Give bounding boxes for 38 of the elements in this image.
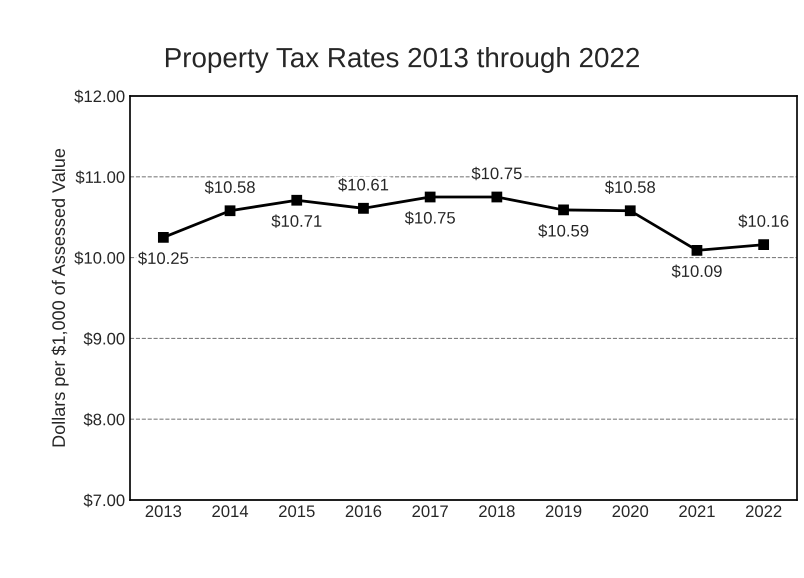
x-tick-label: 2022 bbox=[746, 505, 782, 518]
y-tick-label: $9.00 bbox=[84, 332, 124, 346]
data-label: $10.71 bbox=[271, 214, 322, 228]
point bbox=[692, 244, 702, 256]
data-label: $10.25 bbox=[138, 252, 188, 266]
data-label: $10.58 bbox=[604, 180, 656, 194]
data-label: $10.09 bbox=[672, 264, 722, 278]
point bbox=[158, 232, 169, 243]
y-tick-label: $12.00 bbox=[74, 90, 124, 104]
point bbox=[558, 204, 569, 216]
data-label: $10.16 bbox=[738, 214, 788, 228]
point bbox=[491, 192, 502, 202]
y-tick-label: $7.00 bbox=[84, 494, 124, 508]
y-axis-title: Dollars per $1,000 of Assessed Value bbox=[52, 148, 69, 446]
x-tick-label: 2015 bbox=[279, 505, 315, 518]
chart-title: Property Tax Rates 2013 through 2022 bbox=[166, 47, 639, 73]
y-tick-label: $10.00 bbox=[74, 251, 124, 265]
x-tick-label: 2016 bbox=[346, 505, 382, 518]
x-tick-label: 2021 bbox=[679, 505, 715, 518]
point bbox=[758, 239, 770, 250]
data-label: $10.61 bbox=[338, 178, 388, 192]
data-label: $10.59 bbox=[538, 224, 588, 238]
point bbox=[224, 205, 236, 216]
x-tick-label: 2014 bbox=[212, 505, 248, 518]
y-tick-label: $8.00 bbox=[84, 412, 124, 426]
x-tick-label: 2019 bbox=[546, 505, 582, 518]
x-tick-label: 2013 bbox=[146, 505, 182, 518]
point bbox=[358, 202, 369, 214]
point bbox=[291, 194, 302, 206]
data-label: $10.58 bbox=[204, 180, 255, 194]
data-label: $10.75 bbox=[404, 211, 455, 225]
x-tick-label: 2018 bbox=[479, 505, 515, 518]
data-label: $10.75 bbox=[472, 166, 522, 180]
x-tick-label: 2017 bbox=[412, 505, 448, 518]
y-tick-label: $11.00 bbox=[76, 170, 124, 184]
point bbox=[624, 205, 636, 216]
point bbox=[424, 192, 436, 202]
x-tick-label: 2020 bbox=[612, 505, 648, 518]
